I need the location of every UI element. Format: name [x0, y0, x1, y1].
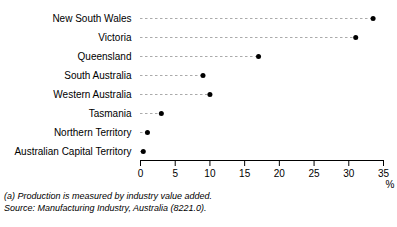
svg-text:Victoria: Victoria	[98, 32, 132, 43]
svg-text:30: 30	[343, 168, 355, 179]
svg-text:Western Australia: Western Australia	[53, 89, 132, 100]
svg-text:35: 35	[378, 168, 390, 179]
svg-text:New South Wales: New South Wales	[52, 13, 131, 24]
svg-text:10: 10	[204, 168, 216, 179]
svg-text:5: 5	[172, 168, 178, 179]
svg-text:Australian Capital Territory: Australian Capital Territory	[14, 146, 131, 157]
svg-text:25: 25	[309, 168, 321, 179]
html-text:Source: Manufacturing Industry: Source: Manufacturing Industry, Australi…	[4, 203, 207, 213]
svg-text:15: 15	[239, 168, 251, 179]
svg-text:0: 0	[138, 168, 144, 179]
svg-text:Queensland: Queensland	[78, 51, 132, 62]
svg-text:South Australia: South Australia	[64, 70, 132, 81]
svg-text:Northern Territory: Northern Territory	[54, 127, 132, 138]
svg-text:20: 20	[274, 168, 286, 179]
svg-text:%: %	[386, 179, 395, 190]
html-text:(a) Production is measured by: (a) Production is measured by industry v…	[4, 191, 213, 201]
svg-text:Tasmania: Tasmania	[89, 108, 132, 119]
